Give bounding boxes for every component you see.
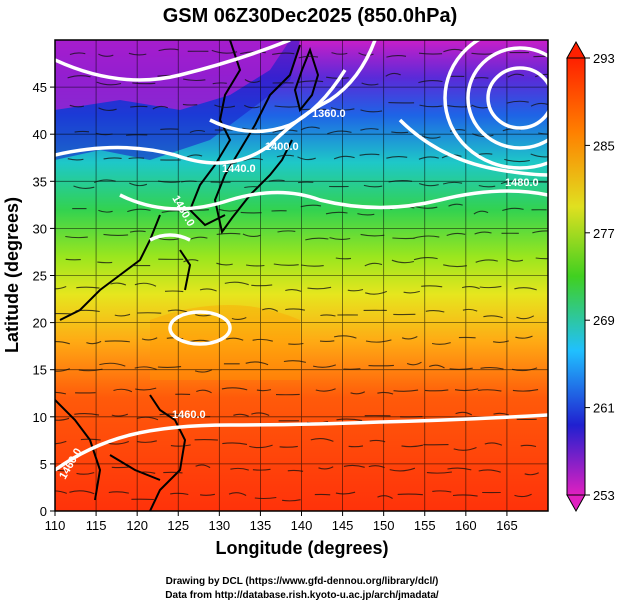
streamline <box>165 291 183 292</box>
x-tick-label: 125 <box>167 518 189 533</box>
y-tick-label: 15 <box>33 363 47 378</box>
plot-area: 1360.0 1400.0 1440.0 1480.0 1480.0 1460.… <box>41 28 595 511</box>
colorbar-tick-label: 293 <box>593 51 615 66</box>
x-tick-label: 155 <box>414 518 436 533</box>
streamline <box>241 212 262 213</box>
colorbar-tick-label: 277 <box>593 226 615 241</box>
x-tick-label: 160 <box>455 518 477 533</box>
x-tick-label: 115 <box>86 518 107 533</box>
contour-label: 1480.0 <box>505 177 539 189</box>
y-axis-label: Latitude (degrees) <box>2 197 22 353</box>
contour-label: 1400.0 <box>265 141 299 153</box>
colorbar-tick-label: 269 <box>593 313 615 328</box>
colorbar-scale <box>567 58 585 495</box>
x-tick-label: 145 <box>332 518 354 533</box>
y-tick-label: 45 <box>33 80 47 95</box>
streamline <box>183 104 197 105</box>
y-tick-label: 25 <box>33 269 47 284</box>
y-tick-label: 35 <box>33 174 47 189</box>
figure-title: GSM 06Z30Dec2025 (850.0hPa) <box>163 5 458 27</box>
streamline <box>126 135 147 136</box>
x-tick-label: 135 <box>250 518 272 533</box>
contour-label: 1440.0 <box>222 163 256 175</box>
x-tick-label: 165 <box>496 518 518 533</box>
colorbar-ticks: 253 261 269 277 285 293 <box>585 51 615 503</box>
contour-label: 1460.0 <box>172 409 206 421</box>
streamline <box>343 369 360 370</box>
streamline <box>129 158 145 159</box>
x-axis-ticks: 110 115 120 125 130 135 140 145 150 155 160 165 <box>45 511 518 533</box>
x-tick-label: 140 <box>291 518 313 533</box>
y-tick-label: 30 <box>33 221 47 236</box>
footer-credit-data: Data from http://database.rish.kyoto-u.a… <box>165 590 439 601</box>
streamline <box>538 133 562 134</box>
y-axis-ticks: 0 5 10 15 20 25 30 35 40 45 <box>33 80 55 519</box>
colorbar-tick-label: 285 <box>593 138 615 153</box>
y-tick-label: 20 <box>33 316 47 331</box>
streamline <box>163 472 182 473</box>
colorbar-bottom-arrow <box>567 495 585 511</box>
streamline <box>392 238 414 239</box>
streamline <box>298 182 313 183</box>
colorbar-top-arrow <box>567 42 585 58</box>
streamline <box>75 131 89 132</box>
x-tick-label: 110 <box>45 518 66 533</box>
colorbar-tick-label: 253 <box>593 488 615 503</box>
y-tick-label: 5 <box>40 457 47 472</box>
warm-pool-overlay <box>150 305 300 380</box>
streamline <box>195 440 218 441</box>
streamline <box>66 259 81 260</box>
contour-label: 1360.0 <box>312 108 346 120</box>
colorbar: 253 261 269 277 285 293 <box>567 42 615 511</box>
x-axis-label: Longitude (degrees) <box>215 538 388 558</box>
footer-credit-dcl: Drawing by DCL (https://www.gfd-dennou.o… <box>166 576 439 587</box>
y-tick-label: 40 <box>33 127 47 142</box>
y-tick-label: 0 <box>40 504 47 519</box>
colorbar-tick-label: 261 <box>593 401 615 416</box>
x-tick-label: 150 <box>373 518 395 533</box>
y-tick-label: 10 <box>33 410 47 425</box>
streamline <box>320 341 334 342</box>
x-tick-label: 130 <box>208 518 230 533</box>
x-tick-label: 120 <box>126 518 148 533</box>
streamline <box>97 262 112 263</box>
